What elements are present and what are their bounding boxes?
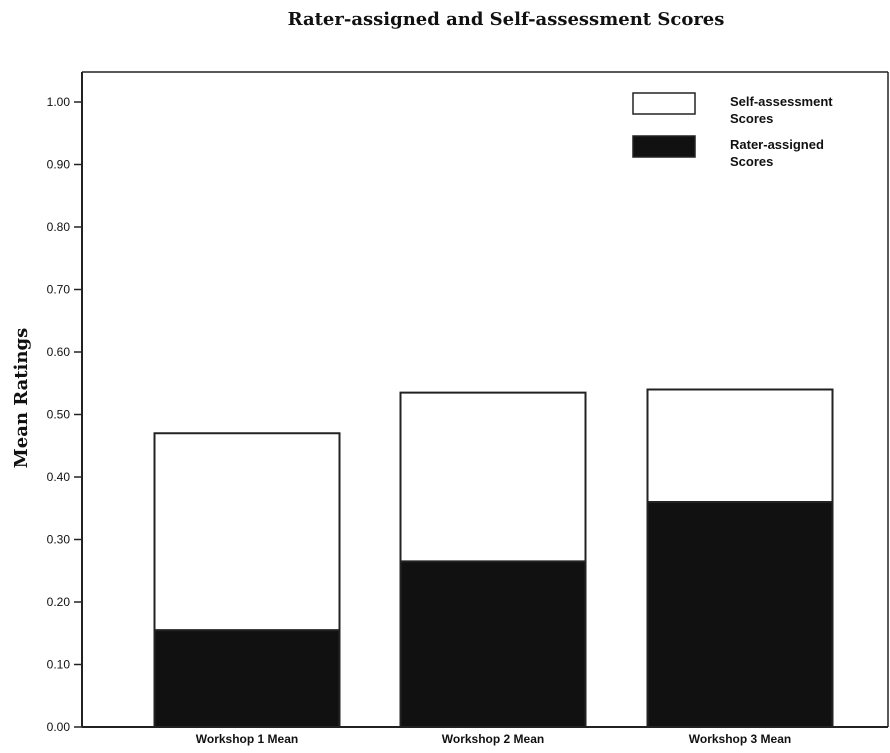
y-tick-label: 0.70 — [47, 283, 71, 297]
x-tick-label: Workshop 2 Mean — [442, 732, 544, 746]
legend-swatch — [632, 92, 696, 115]
legend-label: Scores — [730, 111, 773, 126]
y-axis-label: Mean Ratings — [11, 328, 32, 468]
y-tick-label: 0.60 — [47, 345, 71, 359]
y-tick-label: 0.90 — [47, 158, 71, 172]
y-tick-label: 0.10 — [47, 658, 71, 672]
bar-self-assessment — [646, 388, 834, 503]
y-tick-label: 0.40 — [47, 470, 71, 484]
x-tick-label: Workshop 3 Mean — [689, 732, 791, 746]
legend-label: Scores — [730, 154, 773, 169]
x-tick-label: Workshop 1 Mean — [196, 732, 298, 746]
y-tick-label: 1.00 — [47, 95, 71, 109]
bar-rater-assigned — [153, 629, 341, 728]
bar-self-assessment — [153, 432, 341, 632]
bar-self-assessment — [399, 391, 587, 563]
y-tick-label: 0.80 — [47, 220, 71, 234]
legend-swatch — [632, 135, 696, 158]
y-tick-label: 0.00 — [47, 720, 71, 734]
legend-label: Rater-assigned — [730, 137, 824, 152]
y-tick-label: 0.20 — [47, 595, 71, 609]
bars: Workshop 1 Mean Workshop 2 Mean Workshop 3… — [153, 388, 834, 746]
y-tick-label: 0.30 — [47, 533, 71, 547]
bar-rater-assigned — [399, 560, 587, 728]
bar-rater-assigned — [646, 501, 834, 728]
legend-label: Self-assessment — [730, 94, 833, 109]
chart-title: Rater-assigned and Self-assessment Score… — [288, 9, 725, 30]
y-tick-label: 0.50 — [47, 408, 71, 422]
legend: Self-assessment Scores Rater-assigned Score… — [632, 92, 833, 169]
